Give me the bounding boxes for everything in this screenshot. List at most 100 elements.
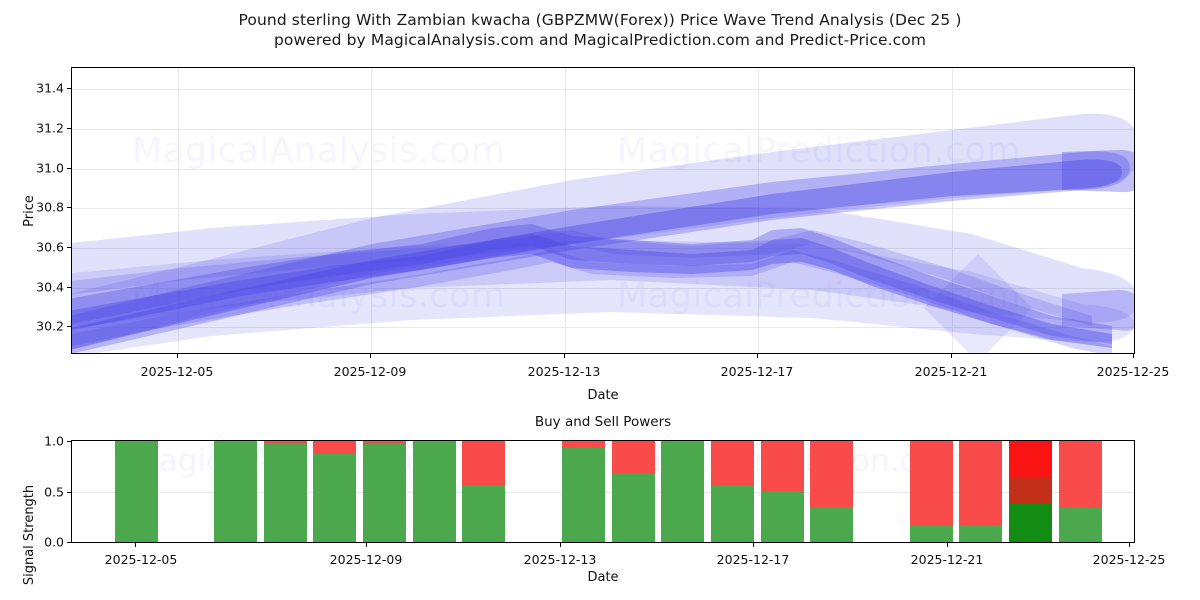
wave-band-group (72, 113, 1134, 353)
bar-segment-sell (462, 441, 506, 486)
tick-x (753, 543, 755, 547)
bar-segment-sell (959, 441, 1003, 525)
wave-diamond-artefact (924, 254, 1032, 353)
bar-y-axis-label: Signal Strength (22, 484, 37, 586)
gridline-x (565, 68, 566, 353)
bar-xtick-0: 2025-12-05 (104, 552, 178, 567)
gridline-y (72, 169, 1134, 170)
tick-y (67, 128, 71, 130)
tick-x (757, 354, 759, 358)
wave-band-core-upper (72, 159, 1122, 350)
bar-segment-buy (263, 444, 307, 542)
bar-segment-sell (313, 441, 357, 455)
ytick-30.8: 30.8 (36, 199, 64, 215)
price-y-axis-label: Price (22, 195, 37, 227)
ytick-31.0: 31.0 (36, 160, 64, 176)
gridline-x (758, 68, 759, 353)
xtick-0: 2025-12-05 (140, 364, 214, 379)
tick-x (1133, 354, 1135, 358)
tick-y (67, 168, 71, 170)
bar-segment-buy (1009, 503, 1053, 542)
bar-segment-buy (760, 490, 804, 542)
gridline-y (72, 327, 1134, 328)
tick-x (370, 354, 372, 358)
wave-cap-upper (1062, 150, 1134, 193)
gridline-y (72, 89, 1134, 90)
bar-segment-buy (1058, 508, 1102, 542)
ytick-0.0: 0.0 (44, 534, 64, 550)
tick-x (1129, 543, 1131, 547)
wave-band-mid-upper (72, 151, 1130, 353)
bar-segment-sell (363, 441, 406, 445)
bar-signal (462, 441, 506, 542)
bar-segment-buy (710, 485, 754, 542)
bar-segment-buy (412, 441, 456, 542)
bar-segment-buy (363, 444, 406, 542)
bar-xtick-5: 2025-12-25 (1092, 552, 1166, 567)
gridline-x (952, 68, 953, 353)
gridline-x (371, 68, 372, 353)
bar-xtick-4: 2025-12-21 (910, 552, 984, 567)
tick-y (67, 207, 71, 209)
bar-segment-buy (611, 473, 655, 542)
bar-signal (114, 441, 158, 542)
bar-xtick-1: 2025-12-09 (329, 552, 403, 567)
bar-signal (561, 441, 605, 542)
wave-band-outer-upper (72, 113, 1134, 350)
wave-band-mid-trend-2 (72, 234, 1112, 348)
tick-x (177, 354, 179, 358)
xtick-2: 2025-12-13 (527, 364, 601, 379)
wave-band-mid-trend (72, 224, 1112, 344)
bar-signal (611, 441, 655, 542)
wave-band-outer-lower-2 (72, 240, 1134, 353)
bar-segment-sell (909, 441, 953, 526)
buy-sell-powers-title: Buy and Sell Powers (534, 414, 672, 430)
xtick-5: 2025-12-25 (1096, 364, 1170, 379)
bar-signal (263, 441, 307, 542)
bar-xtick-3: 2025-12-17 (716, 552, 790, 567)
bar-signal (661, 441, 705, 542)
bar-segment-buy (959, 524, 1003, 542)
gridline-x (178, 68, 179, 353)
xtick-1: 2025-12-09 (333, 364, 407, 379)
bar-segment-sell (263, 441, 307, 445)
ytick-31.4: 31.4 (36, 80, 64, 96)
wave-cap-lower (1062, 290, 1134, 331)
tick-x (564, 354, 566, 358)
gridline-y (72, 129, 1134, 130)
page-subtitle: powered by MagicalAnalysis.com and Magic… (273, 31, 927, 49)
tick-y (67, 287, 71, 289)
bar-segment-buy (213, 441, 257, 542)
price-x-axis-label: Date (587, 388, 619, 403)
bar-signal (1058, 441, 1102, 542)
bar-segment-sell-dark (1009, 478, 1053, 504)
tick-y (67, 247, 71, 249)
tick-x (366, 543, 368, 547)
bar-x-axis-label: Date (587, 570, 619, 585)
tick-y (67, 492, 71, 494)
xtick-4: 2025-12-21 (914, 364, 988, 379)
tick-x (951, 354, 953, 358)
bar-signal (810, 441, 854, 542)
bar-today (1009, 441, 1053, 542)
xtick-3: 2025-12-17 (720, 364, 794, 379)
bar-segment-sell (611, 441, 655, 473)
gridline-y (72, 248, 1134, 249)
tick-y (67, 441, 71, 443)
ytick-30.6: 30.6 (36, 239, 64, 255)
bar-signal (213, 441, 257, 542)
ytick-31.2: 31.2 (36, 120, 64, 136)
gridline-y (72, 208, 1134, 209)
ytick-0.5: 0.5 (44, 484, 64, 500)
bar-xtick-2: 2025-12-13 (523, 552, 597, 567)
bar-signal (909, 441, 953, 542)
gridline-y (72, 288, 1134, 289)
buy-sell-powers-chart: MagicalAnalysis.com MagicalPrediction.co… (71, 440, 1135, 543)
bar-signal (710, 441, 754, 542)
bar-signal (760, 441, 804, 542)
tick-y (67, 542, 71, 544)
bar-signal (412, 441, 456, 542)
bar-segment-buy (810, 508, 854, 542)
bar-signal (363, 441, 406, 542)
wave-band-thin-1 (72, 250, 1112, 353)
